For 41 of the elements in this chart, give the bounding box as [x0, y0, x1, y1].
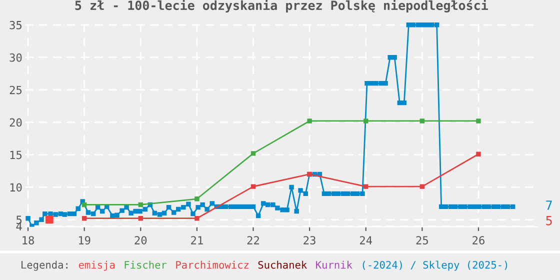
text: emisja	[78, 260, 115, 271]
point	[138, 202, 143, 208]
x-tick-label: 21	[191, 236, 203, 244]
point	[250, 184, 256, 189]
point	[364, 118, 368, 124]
x-tick-label: 20	[134, 236, 147, 244]
text: Parchimowicz	[176, 260, 248, 269]
point	[82, 216, 87, 221]
point	[476, 152, 481, 156]
point	[194, 196, 200, 202]
chart-title: 5 zł - 100-lecie odzyskania przez Polskę niepodległości	[75, 0, 488, 12]
point	[194, 216, 200, 221]
point	[250, 151, 256, 156]
point	[138, 216, 143, 221]
x-tick-label: 26	[472, 236, 484, 244]
legend-label: Kurnik	[316, 260, 352, 269]
text: 7	[546, 200, 552, 210]
y-tick-label: 10	[10, 183, 22, 192]
text: Fischer	[124, 260, 167, 269]
text: 5	[546, 216, 552, 226]
text: (-2024) / Sklepy (2025-)	[362, 260, 508, 271]
x-tick-label: 19	[78, 236, 90, 244]
point	[82, 202, 87, 208]
x-tick-label: 22	[247, 236, 259, 244]
point	[364, 184, 368, 189]
point	[420, 184, 425, 189]
y-tick-label: 30	[10, 53, 22, 62]
y-tick-label: 15	[10, 150, 22, 160]
point	[45, 216, 54, 224]
point	[307, 118, 312, 124]
x-tick-label: 25	[416, 236, 428, 244]
y-tick-label: 25	[10, 86, 22, 94]
legend-label: Suchanek	[258, 260, 307, 269]
point	[420, 118, 425, 124]
y-tick-label: 20	[10, 118, 22, 127]
legend-title: Legenda:	[22, 260, 68, 271]
x-tick-label: 18	[22, 236, 34, 244]
x-tick-label: 24	[360, 236, 372, 244]
point	[476, 118, 481, 124]
y-tick-label: 35	[10, 20, 22, 30]
x-tick-label: 23	[304, 236, 316, 244]
